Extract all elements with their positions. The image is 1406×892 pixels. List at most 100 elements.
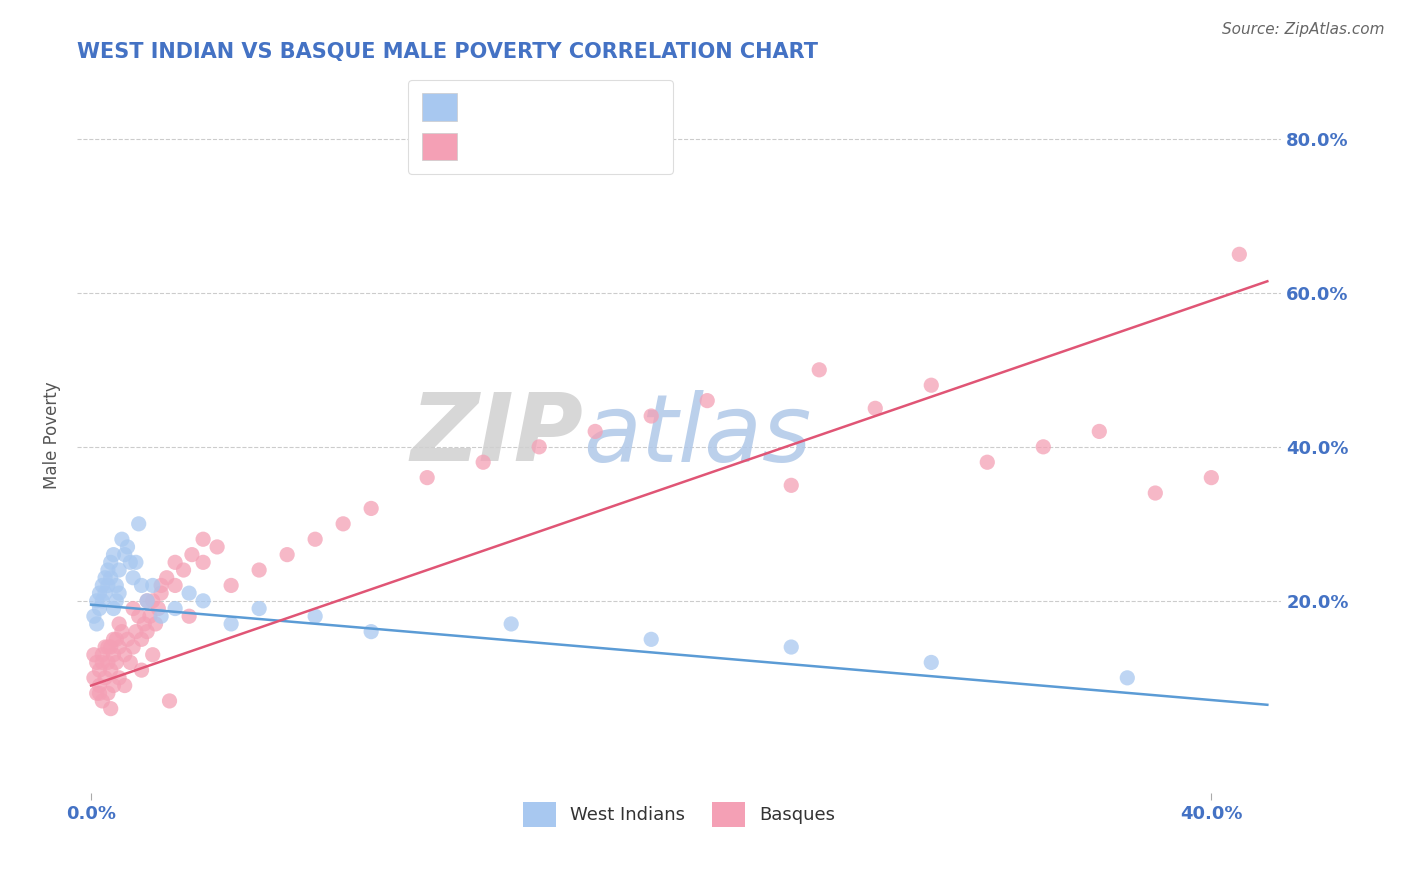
Point [103,601,125,615]
Point [131,663,153,677]
Point [247,563,270,577]
Point [114,548,136,562]
Point [780,640,803,654]
Point [103,548,125,562]
Text: 0.751: 0.751 [484,132,553,152]
Point [136,594,159,608]
Point [142,594,165,608]
Point [142,648,165,662]
Point [94,640,117,654]
Point [165,578,187,592]
Point [100,640,122,654]
Point [148,601,170,615]
Point [920,378,942,392]
Point [501,616,523,631]
Point [142,578,165,592]
Point [865,401,887,416]
Point [105,594,128,608]
Point [91,578,114,592]
Point [108,616,131,631]
Text: 79: 79 [585,132,612,152]
Point [111,624,134,639]
Point [128,609,150,624]
Point [94,671,117,685]
Point [976,455,998,469]
Point [640,632,662,647]
Point [180,548,202,562]
Point [139,609,162,624]
Point [100,571,122,585]
Text: WEST INDIAN VS BASQUE MALE POVERTY CORRELATION CHART: WEST INDIAN VS BASQUE MALE POVERTY CORRE… [77,42,818,62]
Text: Source: ZipAtlas.com: Source: ZipAtlas.com [1222,22,1385,37]
Point [165,601,187,615]
Point [276,548,298,562]
Point [1116,671,1139,685]
Legend: West Indians, Basques: West Indians, Basques [516,795,842,834]
Text: N =: N = [550,103,606,121]
Point [136,624,159,639]
Point [86,594,108,608]
Point [332,516,354,531]
Point [179,586,201,600]
Point [89,679,111,693]
Point [105,632,128,647]
Y-axis label: Male Poverty: Male Poverty [44,382,60,489]
Point [920,656,942,670]
Point [191,533,214,547]
Point [100,663,122,677]
Point [583,425,606,439]
Point [125,624,148,639]
Point [89,686,111,700]
Point [205,540,228,554]
Point [89,663,111,677]
Text: N =: N = [550,132,606,152]
Point [472,455,495,469]
Point [304,609,326,624]
Point [86,656,108,670]
Point [117,632,139,647]
Point [114,648,136,662]
Point [100,701,122,715]
Point [131,632,153,647]
Point [122,601,145,615]
Point [640,409,662,423]
Point [91,594,114,608]
Point [1227,247,1250,261]
Point [1032,440,1054,454]
Point [1088,425,1111,439]
Point [1201,470,1223,484]
Point [150,578,173,592]
Point [97,656,120,670]
Point [159,694,181,708]
Point [97,578,120,592]
Point [120,555,142,569]
Point [83,671,105,685]
Point [527,440,550,454]
Point [108,563,131,577]
Point [125,555,148,569]
Text: 42: 42 [585,103,613,121]
Text: ZIP: ZIP [411,389,583,482]
Point [111,533,134,547]
Point [156,571,179,585]
Point [103,632,125,647]
Point [108,586,131,600]
Point [179,609,201,624]
Point [94,571,117,585]
Point [145,616,167,631]
Point [136,594,159,608]
Point [360,501,382,516]
Point [696,393,718,408]
Point [91,694,114,708]
Point [173,563,195,577]
Text: atlas: atlas [583,390,811,481]
Point [89,586,111,600]
Point [83,609,105,624]
Point [103,679,125,693]
Point [122,571,145,585]
Point [114,679,136,693]
Text: R =: R = [450,132,494,152]
Point [219,578,242,592]
Point [808,363,831,377]
Point [105,578,128,592]
